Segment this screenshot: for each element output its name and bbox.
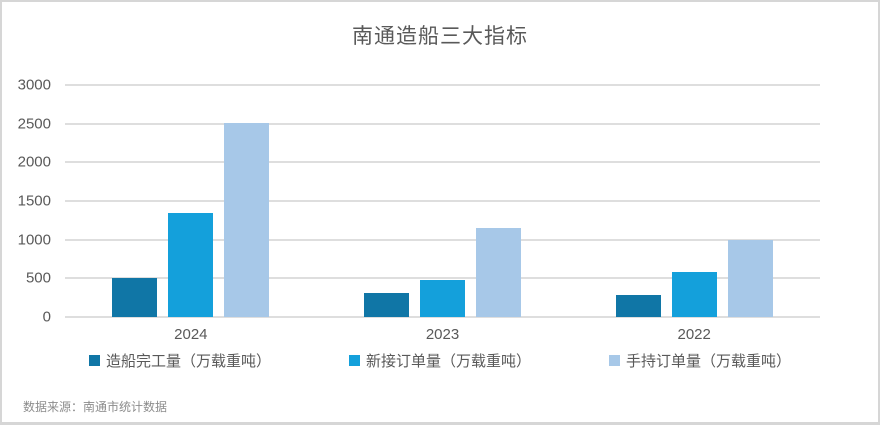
bar-group-2024: [65, 85, 317, 317]
x-axis-labels: 2024 2023 2022: [65, 326, 820, 343]
y-axis-tick-label: 0: [42, 308, 51, 326]
bar: [671, 271, 717, 317]
gridline: [65, 200, 820, 202]
y-axis-tick-label: 2000: [17, 153, 51, 171]
gridline: [65, 161, 820, 164]
bars-layer: [65, 85, 820, 317]
x-axis-category-label: 2024: [174, 326, 208, 343]
bar: [112, 277, 158, 317]
y-axis-tick-label: 2500: [17, 115, 51, 133]
bar: [615, 294, 661, 317]
legend-swatch-icon: [348, 355, 360, 366]
legend-label: 造船完工量（万载重吨）: [105, 353, 271, 370]
gridline: [65, 122, 820, 125]
x-axis-category-label: 2023: [425, 326, 460, 343]
legend-label: 新接订单量（万载重吨）: [365, 353, 531, 370]
bar: [476, 228, 521, 317]
bar-group-2023: [317, 85, 569, 317]
legend-item: 新接订单量（万载重吨）: [348, 350, 531, 371]
legend-item: 造船完工量（万载重吨）: [88, 350, 271, 371]
legend-label: 手持订单量（万载重吨）: [626, 353, 792, 370]
legend-swatch-icon: [88, 355, 100, 366]
gridline: [65, 277, 820, 280]
y-axis-tick-label: 1000: [17, 231, 51, 249]
legend-swatch-icon: [609, 355, 620, 366]
plot-area: 0 500 1000 1500 2000 2500 3000 2024 2023 2022: [18, 77, 820, 343]
bar: [168, 212, 214, 317]
gridline: [65, 84, 820, 86]
bar: [420, 279, 465, 317]
y-axis-tick-label: 3000: [17, 76, 51, 94]
chart-title: 南通造船三大指标: [352, 25, 528, 48]
y-axis-tick-label: 500: [25, 269, 51, 287]
bar-group-2022: [568, 85, 820, 317]
legend-item: 手持订单量（万载重吨）: [609, 350, 791, 371]
source-note: 数据来源：南通市统计数据: [23, 400, 168, 414]
y-axis-tick-label: 1500: [17, 192, 51, 210]
bar: [364, 293, 409, 317]
bar: [224, 122, 270, 317]
gridline: [65, 316, 820, 318]
bar: [727, 240, 773, 317]
legend: 造船完工量（万载重吨） 新接订单量（万载重吨） 手持订单量（万载重吨）: [2, 350, 878, 371]
gridline: [65, 238, 820, 241]
x-axis-category-label: 2022: [677, 326, 711, 343]
